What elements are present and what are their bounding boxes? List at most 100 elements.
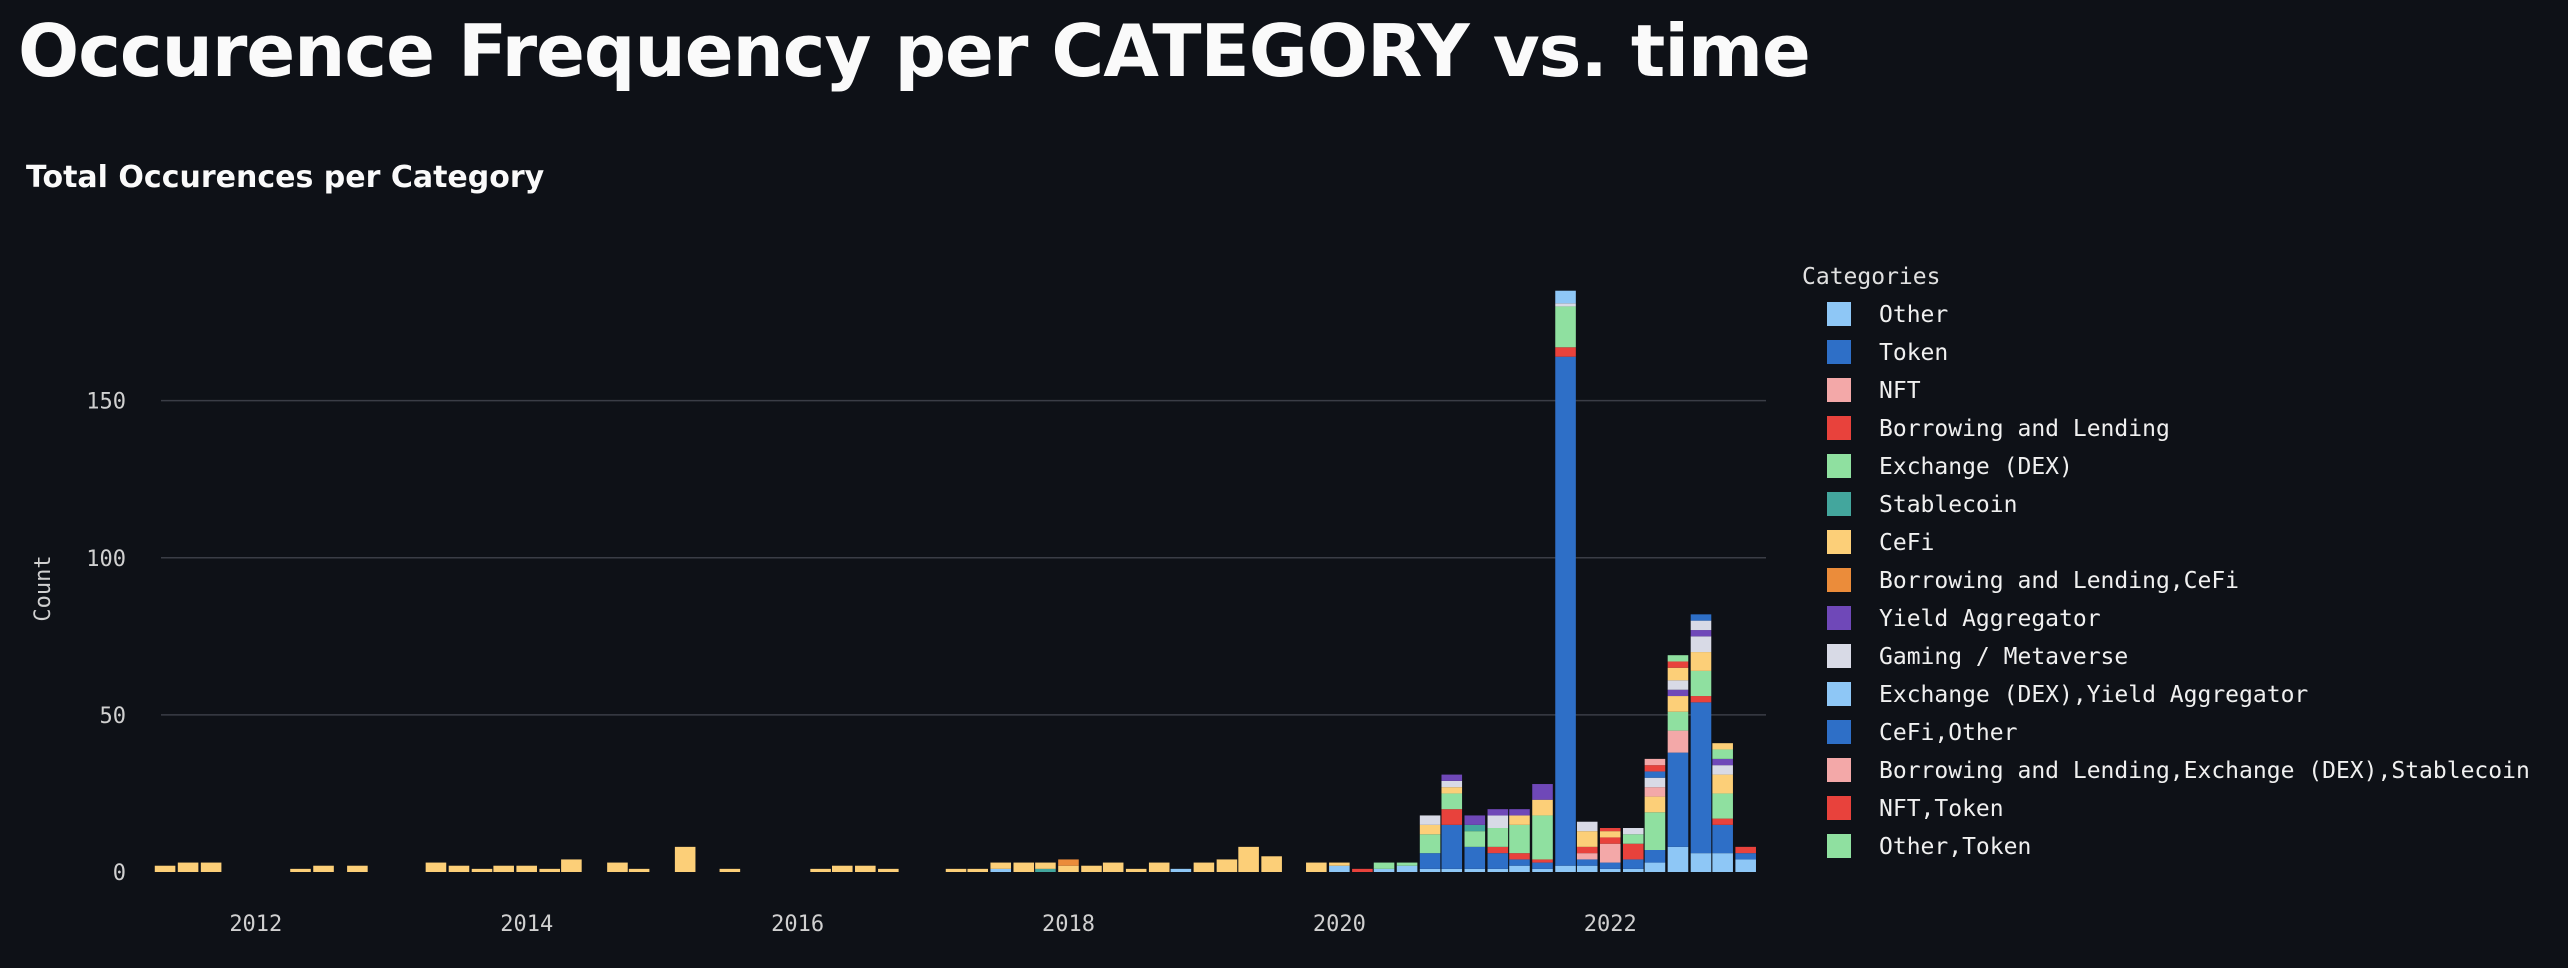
bar-segment-exchange-dex — [1464, 831, 1486, 847]
bar-segment-cefi — [425, 862, 447, 872]
legend-label-exchange-dex-yield-aggregator: Exchange (DEX),Yield Aggregator — [1879, 682, 2308, 708]
bar-segment-borrowing-and-lending — [1487, 846, 1509, 854]
bar-segment-exchange-dex — [1622, 834, 1644, 844]
bar-segment-borrowing-and-lending — [1712, 818, 1733, 825]
bar-segment-cefi — [1644, 796, 1666, 813]
bar-segment-token — [1441, 824, 1463, 869]
bar-segment-other — [1170, 868, 1192, 872]
bar-segment-cefi — [347, 865, 368, 872]
bar-segment-exchange-dex — [1690, 670, 1712, 697]
bar-segment-other — [990, 868, 1012, 872]
bar-segment-nft — [1644, 758, 1666, 766]
bar-segment-cefi — [1216, 859, 1238, 872]
bar-segment-cefi — [313, 865, 334, 872]
bar-segment-other — [1644, 862, 1666, 872]
bar-segment-cefi — [1509, 815, 1530, 825]
bar-segment-cefi — [990, 862, 1012, 869]
x-tick-label: 2018 — [1042, 912, 1095, 937]
bar-segment-exchange-dex — [1712, 793, 1733, 819]
bar-segment-token — [1644, 850, 1666, 863]
legend-swatch-other — [1827, 302, 1851, 326]
bar-segment-token — [1712, 824, 1733, 854]
bar-segment-cefi — [539, 868, 561, 872]
bar-segment-other — [1667, 846, 1689, 872]
legend-swatch-cefi-other — [1827, 720, 1851, 744]
bar-segment-other — [1464, 868, 1486, 872]
bar-segment-cefi — [719, 868, 741, 872]
bar-segment-token — [1644, 771, 1666, 778]
bar-segment-token — [1555, 356, 1576, 866]
bar-segment-other — [1599, 868, 1621, 872]
bar-segment-exchange-dex-yield-aggregator — [1555, 290, 1576, 304]
bar-segment-cefi — [1532, 799, 1553, 816]
legend-label-exchange-dex: Exchange (DEX) — [1879, 454, 2073, 480]
bar-segment-cefi — [1441, 787, 1463, 794]
x-tick-label: 2014 — [500, 912, 553, 937]
bar-segment-token — [1599, 862, 1621, 869]
legend-label-gaming-metaverse: Gaming / Metaverse — [1879, 644, 2128, 670]
bar-segment-gaming-metaverse — [1487, 815, 1509, 829]
bar-segment-gaming-metaverse — [1690, 636, 1712, 653]
y-tick-label: 50 — [100, 704, 127, 729]
bar-segment-borrowing-and-lending — [1599, 837, 1621, 844]
bar-segment-yield-aggregator — [1667, 689, 1689, 697]
bar-segment-nft — [1576, 853, 1598, 860]
legend-label-stablecoin: Stablecoin — [1879, 492, 2017, 518]
bar-segment-gaming-metaverse — [1690, 620, 1712, 631]
bar-segment-borrowing-and-lending — [1509, 853, 1530, 860]
bar-segment-cefi — [177, 862, 199, 872]
bar-segment-stablecoin — [1035, 868, 1056, 872]
bar-segment-cefi — [1148, 862, 1170, 872]
bar-segment-gaming-metaverse — [1441, 780, 1463, 788]
legend-label-borrowing-and-lending-cefi: Borrowing and Lending,CeFi — [1879, 568, 2239, 594]
bar-segment-cefi — [628, 868, 650, 872]
bar-segment-exchange-dex — [1667, 711, 1689, 731]
bar-segment-token — [1622, 859, 1644, 869]
bar-segment-borrowing-and-lending — [1735, 846, 1756, 854]
bar-segment-other — [1690, 853, 1712, 872]
axes: 0 50 100 150 2012 2014 2016 2018 2020 2022 — [86, 390, 1636, 937]
bar-segment-cefi — [290, 868, 311, 872]
legend-swatch-nft — [1827, 378, 1851, 402]
bar-segment-cefi — [1261, 856, 1282, 872]
bar-segment-cefi — [1102, 862, 1124, 872]
bar-segment-gaming-metaverse — [1667, 680, 1689, 690]
bar-segment-other — [1441, 868, 1463, 872]
bar-segment-cefi — [561, 859, 582, 872]
legend-swatch-exchange-dex — [1827, 454, 1851, 478]
bar-segment-token — [1419, 853, 1441, 869]
bar-segment-cefi — [878, 868, 899, 872]
bar-segment-cefi — [607, 862, 628, 872]
bar-segment-token — [1487, 853, 1509, 869]
bar-segment-cefi — [493, 865, 514, 872]
bar-segment-token — [1735, 853, 1756, 860]
bar-segment-cefi — [516, 865, 537, 872]
bar-segment-cefi — [1081, 865, 1102, 872]
bar-segment-stablecoin — [1464, 824, 1486, 832]
legend-label-yield-aggregator: Yield Aggregator — [1879, 606, 2101, 632]
bar-segment-gaming-metaverse — [1419, 815, 1441, 825]
bar-segment-cefi — [674, 846, 696, 872]
bar-segment-yield-aggregator — [1441, 774, 1463, 781]
legend-label-other-token: Other,Token — [1879, 834, 2031, 860]
bar-segment-other — [1509, 865, 1530, 872]
bar-segment-borrowing-and-lending — [1532, 859, 1553, 863]
bar-segment-other — [1735, 859, 1756, 872]
bar-segment-borrowing-and-lending — [1622, 843, 1644, 860]
bar-segment-exchange-dex — [1487, 828, 1509, 847]
bar-segment-yield-aggregator — [1509, 809, 1530, 816]
bar-segment-cefi — [1667, 696, 1689, 712]
gridlines — [161, 399, 1766, 716]
legend-label-nft-token: NFT,Token — [1879, 796, 2004, 822]
y-tick-label: 0 — [113, 861, 126, 886]
legend-swatch-nft-token — [1827, 796, 1851, 820]
bar-segment-yield-aggregator — [1532, 784, 1553, 800]
bar-segment-token — [1667, 752, 1689, 847]
bar-segment-borrowing-and-lending — [1690, 696, 1712, 703]
bar-segment-exchange-dex — [1441, 793, 1463, 810]
bar-segment-cefi — [1419, 824, 1441, 835]
bar-segment-exchange-dex — [1667, 655, 1689, 662]
bar-segment-other — [1555, 865, 1576, 872]
legend-swatch-stablecoin — [1827, 492, 1851, 516]
legend-swatch-borrowing-and-lending — [1827, 416, 1851, 440]
